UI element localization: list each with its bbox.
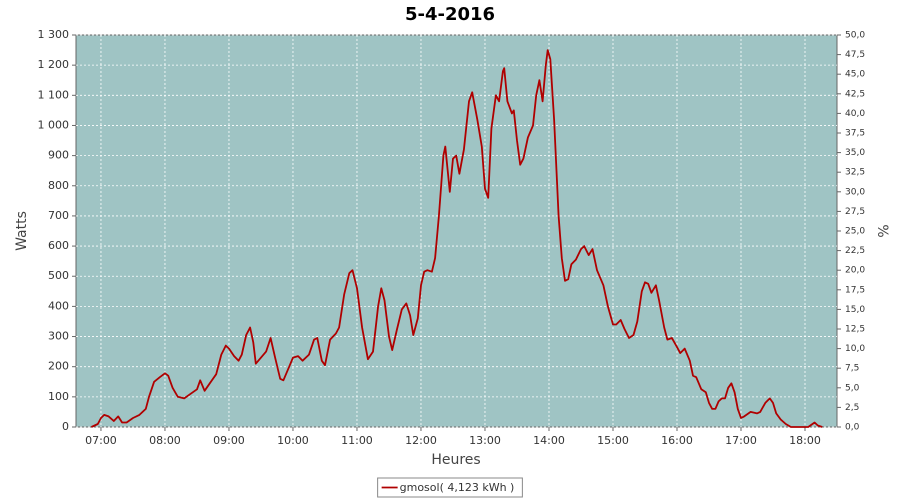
y-tick-label: 900 [48, 149, 69, 162]
y-tick-label: 1 100 [38, 88, 70, 101]
x-tick-label: 15:00 [597, 434, 629, 447]
y-tick-label: 700 [48, 209, 69, 222]
y2-tick-label: 2,5 [845, 403, 859, 413]
y2-axis-label: % [874, 224, 890, 237]
y2-tick-label: 17,5 [845, 285, 865, 295]
y2-tick-label: 27,5 [845, 207, 865, 217]
y2-tick-label: 47,5 [845, 50, 865, 60]
y2-tick-label: 20,0 [845, 266, 865, 276]
y-tick-label: 800 [48, 179, 69, 192]
y-tick-label: 1 300 [38, 28, 70, 41]
y2-tick-label: 32,5 [845, 168, 865, 178]
x-tick-label: 13:00 [469, 434, 501, 447]
legend-box [377, 477, 523, 498]
x-tick-label: 12:00 [405, 434, 437, 447]
y2-tick-label: 7,5 [845, 364, 859, 374]
y2-tick-label: 12,5 [845, 325, 865, 335]
y2-tick-label: 15,0 [845, 305, 865, 315]
x-tick-label: 08:00 [149, 434, 181, 447]
y-tick-label: 200 [48, 360, 69, 373]
y2-tick-label: 45,0 [845, 70, 865, 80]
y2-tick-label: 30,0 [845, 187, 865, 197]
y2-tick-label: 50,0 [845, 31, 865, 41]
x-axis-label: Heures [431, 452, 480, 468]
x-tick-label: 18:00 [789, 434, 821, 447]
y-tick-label: 1 000 [38, 118, 70, 131]
y2-tick-label: 25,0 [845, 227, 865, 237]
y-tick-label: 500 [48, 269, 69, 282]
y-tick-label: 300 [48, 330, 69, 343]
y-tick-label: 400 [48, 299, 69, 312]
x-tick-label: 07:00 [85, 434, 117, 447]
y2-tick-label: 10,0 [845, 344, 865, 354]
y-tick-label: 100 [48, 390, 69, 403]
x-tick-label: 17:00 [725, 434, 757, 447]
plot-area [75, 34, 838, 428]
y2-tick-label: 22,5 [845, 246, 865, 256]
x-tick-label: 10:00 [277, 434, 309, 447]
x-tick-label: 09:00 [213, 434, 245, 447]
series-line [91, 49, 823, 428]
legend-label: gmosol( 4,123 kWh ) [400, 481, 515, 494]
y2-tick-label: 37,5 [845, 129, 865, 139]
y-tick-label: 600 [48, 239, 69, 252]
y2-tick-label: 35,0 [845, 148, 865, 158]
y-tick-label: 0 [62, 420, 69, 433]
chart-title: 5-4-2016 [405, 4, 495, 25]
x-tick-label: 11:00 [341, 434, 373, 447]
y-tick-label: 1 200 [38, 58, 70, 71]
x-tick-label: 14:00 [533, 434, 565, 447]
y2-tick-label: 0,0 [845, 423, 860, 433]
y-axis-label: Watts [14, 211, 30, 251]
y2-tick-label: 5,0 [845, 383, 860, 393]
x-tick-label: 16:00 [661, 434, 693, 447]
legend-item: gmosol( 4,123 kWh ) [377, 477, 523, 498]
y2-tick-label: 42,5 [845, 89, 865, 99]
y2-tick-label: 40,0 [845, 109, 865, 119]
